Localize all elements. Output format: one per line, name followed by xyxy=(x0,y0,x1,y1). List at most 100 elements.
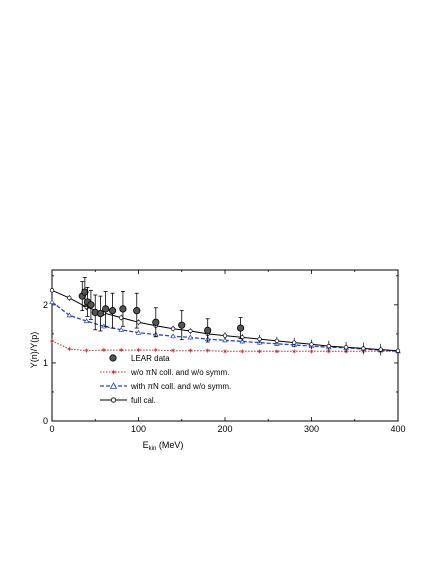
point-with xyxy=(135,329,142,335)
x-tick-label-100: 100 xyxy=(131,424,146,434)
point-full xyxy=(343,345,349,350)
point-wo: ✶ xyxy=(153,347,159,355)
y-tick-label-0: 0 xyxy=(43,416,48,426)
point-with xyxy=(222,337,228,343)
x-axis-label-sub: kin xyxy=(149,446,157,452)
point-wo: ✶ xyxy=(274,348,280,356)
lear-marker xyxy=(102,305,110,313)
point-with xyxy=(187,334,194,340)
legend-label-with-pre: with xyxy=(130,382,147,391)
y-axis-label: Y(n)/Y(p) xyxy=(29,332,39,369)
legend-item-with: with πN coll. and w/o symm. xyxy=(100,382,231,391)
lear-marker xyxy=(133,307,141,315)
legend-marker-lear xyxy=(109,354,117,362)
legend-label-with: with πN coll. and w/o symm. xyxy=(130,382,231,391)
point-full xyxy=(257,336,262,342)
point-full xyxy=(292,340,297,345)
point-wo: ✶ xyxy=(187,347,193,355)
legend: LEAR data ✶ w/o πN coll. and w/o symm. w… xyxy=(100,354,231,405)
lear-point-8 xyxy=(119,291,127,327)
point-with xyxy=(239,338,246,344)
point-wo: ✶ xyxy=(309,348,315,356)
x-tick-label-400: 400 xyxy=(390,424,405,434)
point-full xyxy=(395,348,401,353)
legend-label-lear: LEAR data xyxy=(131,354,170,363)
lear-point-6 xyxy=(102,291,110,327)
lear-marker xyxy=(119,305,127,313)
legend-label-wo: w/o πN coll. and w/o symm. xyxy=(130,368,229,377)
lear-point-13 xyxy=(236,317,245,339)
y-tick-label-1: 1 xyxy=(43,358,48,368)
lear-point-10 xyxy=(152,307,160,338)
legend-label-with-post: N coll. and w/o symm. xyxy=(153,382,231,391)
point-wo: ✶ xyxy=(326,348,332,356)
lear-marker xyxy=(204,326,212,334)
point-wo: ✶ xyxy=(84,347,90,355)
x-axis-label-unit: (MeV) xyxy=(156,440,183,450)
point-with xyxy=(66,312,73,318)
lear-marker xyxy=(87,301,95,309)
point-full xyxy=(188,328,193,334)
point-full xyxy=(326,343,331,349)
point-wo: ✶ xyxy=(49,337,55,345)
point-wo: ✶ xyxy=(291,348,297,356)
lear-marker xyxy=(108,307,117,315)
point-wo: ✶ xyxy=(101,347,107,355)
lear-point-9 xyxy=(133,292,141,329)
y-tick-label-2: 2 xyxy=(43,300,48,310)
lear-point-5 xyxy=(96,295,105,332)
lear-point-7 xyxy=(108,292,117,329)
point-full xyxy=(170,326,176,331)
lear-point-12 xyxy=(204,318,212,343)
x-tick-label-200: 200 xyxy=(217,424,232,434)
point-wo: ✶ xyxy=(170,347,176,355)
point-wo: ✶ xyxy=(239,348,245,356)
point-with xyxy=(83,318,90,324)
x-tick-label-0: 0 xyxy=(49,424,54,434)
point-with xyxy=(49,299,55,304)
point-full xyxy=(378,347,383,352)
lear-marker xyxy=(178,321,186,329)
point-wo: ✶ xyxy=(118,347,124,355)
point-full xyxy=(361,346,366,351)
lear-marker xyxy=(81,288,89,296)
series-layer: ✶✶✶✶✶✶✶✶✶✶✶✶✶✶✶✶✶✶✶✶✶ xyxy=(49,287,401,357)
point-with xyxy=(118,326,125,332)
x-axis-label-main: E xyxy=(143,440,149,450)
lear-marker xyxy=(236,324,245,332)
lear-point-4 xyxy=(91,294,99,331)
point-full xyxy=(136,320,141,325)
point-full xyxy=(309,342,314,347)
point-wo: ✶ xyxy=(66,345,72,353)
legend-marker-full xyxy=(110,397,117,403)
legend-marker-wo: ✶ xyxy=(110,368,117,377)
legend-item-wo: ✶ w/o πN coll. and w/o symm. xyxy=(100,368,229,377)
point-full xyxy=(119,315,124,320)
legend-marker-with xyxy=(109,382,118,389)
point-with xyxy=(170,333,176,339)
point-full xyxy=(274,338,280,344)
point-full xyxy=(49,288,55,293)
lear-data-layer xyxy=(78,277,245,343)
point-full xyxy=(67,295,72,301)
legend-label-full: full cal. xyxy=(131,396,156,405)
legend-label-wo-pi: π xyxy=(146,368,152,377)
lear-marker xyxy=(96,309,105,318)
legend-item-full: full cal. xyxy=(100,396,156,405)
point-full xyxy=(222,333,228,338)
legend-label-wo-post: N coll. and w/o symm. xyxy=(151,368,229,377)
point-wo: ✶ xyxy=(257,348,263,356)
axis-ticks: 0 100 200 300 400 0 1 2 xyxy=(43,270,406,434)
lear-point-3 xyxy=(87,289,95,320)
legend-label-with-pi: π xyxy=(147,382,153,391)
x-axis-label: Ekin (MeV) xyxy=(143,440,184,452)
point-wo: ✶ xyxy=(136,347,142,355)
legend-item-lear: LEAR data xyxy=(109,354,170,363)
lear-point-11 xyxy=(178,310,186,341)
point-wo: ✶ xyxy=(205,347,211,355)
point-wo: ✶ xyxy=(222,348,228,356)
legend-label-wo-pre: w/o xyxy=(130,368,146,377)
x-tick-label-300: 300 xyxy=(304,424,319,434)
lear-marker xyxy=(152,318,160,326)
